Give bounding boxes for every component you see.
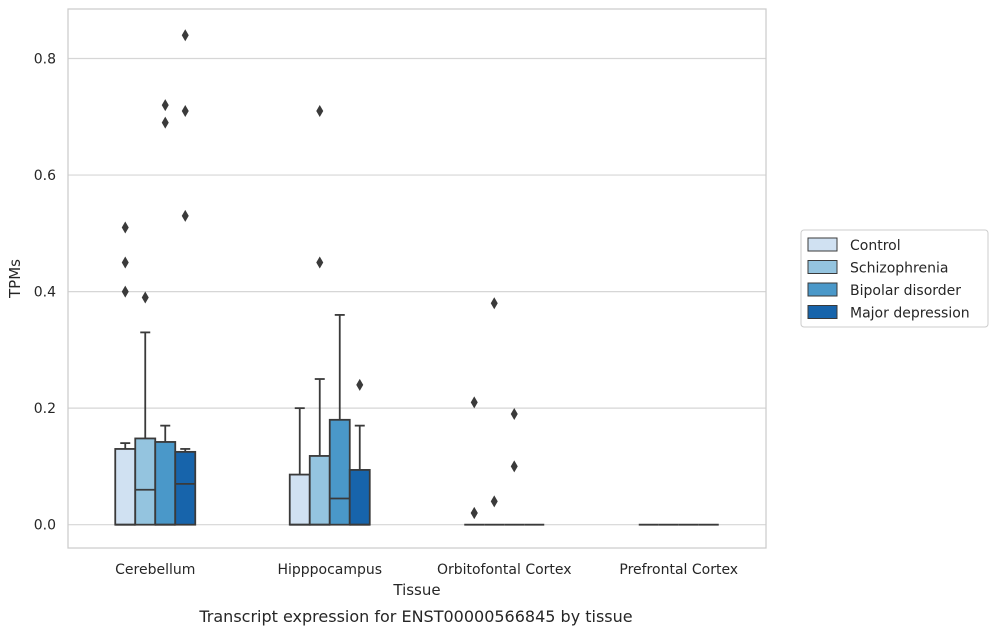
- y-tick-label: 0.2: [34, 401, 56, 417]
- legend-swatch: [807, 237, 838, 252]
- y-axis: 0.0 0.2 0.4 0.6 0.8: [34, 52, 56, 534]
- box-0-3: [174, 29, 197, 526]
- outlier-point: [181, 209, 189, 222]
- outlier-point: [356, 378, 364, 391]
- box-0-1: [134, 291, 157, 526]
- legend: Control Schizophrenia Bipolar disorder Majo…: [800, 229, 989, 328]
- legend-swatch: [807, 305, 838, 319]
- legend-label: Major depression: [850, 306, 970, 322]
- box-1-3: [348, 378, 371, 526]
- box-2-0: [464, 396, 485, 526]
- box-1-2: [328, 314, 351, 526]
- outlier-point: [161, 116, 169, 129]
- box-1-0: [288, 407, 311, 526]
- outlier-point: [510, 407, 518, 420]
- legend-swatch: [807, 260, 838, 274]
- box: [174, 450, 197, 526]
- box: [134, 437, 157, 526]
- outlier-point: [121, 256, 129, 269]
- box-2-2: [504, 407, 525, 526]
- y-tick-label: 0.8: [34, 52, 56, 68]
- outlier-point: [470, 507, 478, 520]
- outlier-point: [470, 396, 478, 409]
- legend-frame: [800, 229, 989, 328]
- box-0-2: [154, 99, 177, 526]
- outlier-point: [316, 104, 324, 117]
- legend-label: Control: [850, 238, 901, 254]
- plot-frame: [67, 8, 767, 549]
- legend-swatch: [807, 282, 838, 297]
- y-tick-label: 0.6: [34, 168, 56, 184]
- x-tick-label: Cerebellum: [115, 562, 195, 578]
- box: [114, 448, 137, 526]
- box: [308, 455, 331, 526]
- outlier-point: [121, 221, 129, 234]
- outlier-point: [181, 29, 189, 42]
- outlier-point: [316, 256, 324, 269]
- box: [154, 441, 177, 526]
- box-plots: [114, 29, 719, 526]
- outlier-point: [510, 460, 518, 473]
- y-tick-label: 0.4: [34, 285, 56, 301]
- box: [348, 469, 371, 526]
- legend-label: Bipolar disorder: [850, 283, 961, 299]
- box-1-1: [308, 104, 331, 526]
- y-tick-label: 0.0: [34, 518, 56, 534]
- x-tick-label: Hipppocampus: [277, 562, 382, 578]
- x-axis: Cerebellum Hipppocampus Orbitofontal Corte…: [115, 562, 738, 578]
- chart-caption: Transcript expression for ENST0000056684…: [198, 607, 632, 626]
- outlier-point: [161, 99, 169, 112]
- x-tick-label: Prefrontal Cortex: [619, 562, 738, 578]
- x-tick-label: Orbitofontal Cortex: [437, 562, 572, 578]
- outlier-point: [121, 285, 129, 298]
- legend-label: Schizophrenia: [850, 261, 948, 277]
- box: [328, 418, 351, 526]
- outlier-point: [141, 291, 149, 304]
- y-axis-title: TPMs: [6, 259, 24, 299]
- outlier-point: [490, 495, 498, 508]
- box-2-1: [484, 297, 505, 526]
- box-0-0: [114, 221, 137, 526]
- box: [288, 473, 311, 526]
- outlier-point: [181, 104, 189, 117]
- outlier-point: [490, 297, 498, 310]
- x-axis-title: Tissue: [392, 581, 440, 599]
